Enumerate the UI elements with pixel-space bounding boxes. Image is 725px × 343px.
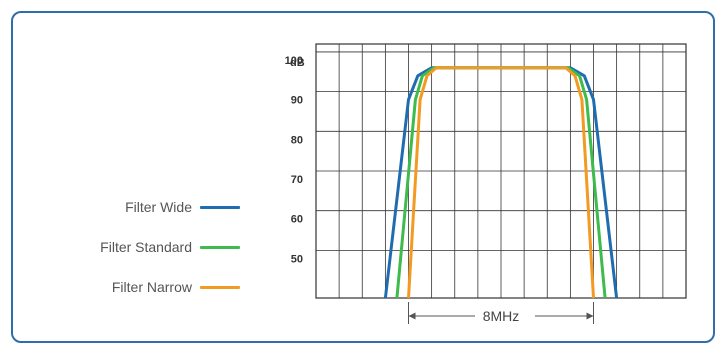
legend-swatch-standard bbox=[200, 245, 240, 249]
y-tick-label: 50 bbox=[291, 253, 303, 265]
legend-label-standard: Filter Standard bbox=[100, 239, 192, 255]
legend-item-standard: Filter Standard bbox=[100, 237, 240, 257]
y-tick-label: 80 bbox=[291, 134, 303, 146]
y-tick-label: 70 bbox=[291, 174, 303, 186]
series-lines bbox=[383, 66, 619, 299]
y-tick-label: 100 bbox=[285, 55, 303, 67]
y-axis-label: dB bbox=[290, 57, 305, 69]
y-tick-label: 60 bbox=[291, 214, 303, 226]
legend-item-narrow: Filter Narrow bbox=[112, 277, 240, 297]
grid bbox=[315, 43, 687, 299]
legend-swatch-narrow bbox=[200, 285, 240, 289]
legend-label-wide: Filter Wide bbox=[125, 199, 192, 215]
bandwidth-annotation: 8MHz bbox=[408, 302, 594, 324]
bandwidth-label: 8MHz bbox=[483, 308, 520, 324]
legend-label-narrow: Filter Narrow bbox=[111, 279, 192, 295]
y-tick-labels: 100 90 80 70 60 50 bbox=[285, 55, 303, 265]
arrowhead-left bbox=[408, 312, 416, 320]
legend-item-wide: Filter Wide bbox=[125, 197, 240, 217]
y-tick-label: 90 bbox=[291, 95, 303, 107]
series-line-narrow bbox=[407, 66, 595, 299]
arrowhead-right bbox=[586, 312, 594, 320]
legend-swatch-wide bbox=[200, 205, 240, 209]
